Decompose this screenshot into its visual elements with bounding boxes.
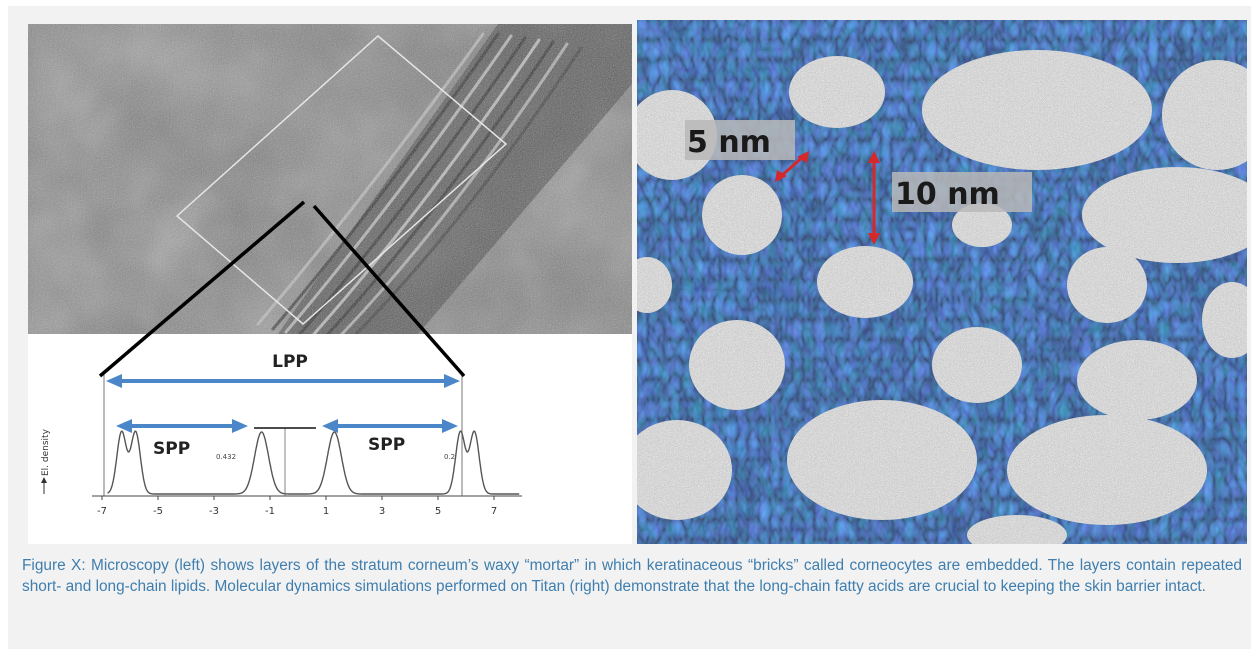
md-simulation-render: 5 nm 10 nm: [637, 20, 1247, 544]
electron-micrograph: [28, 24, 632, 334]
spp-left-dimension-arrow: [116, 419, 248, 433]
label-10nm: 10 nm: [895, 177, 1000, 212]
x-tick-label: 1: [323, 506, 329, 517]
x-tick-label: 5: [435, 506, 441, 517]
x-tick-label: -1: [265, 506, 275, 517]
x-tick-group: -7 -5 -3 -1 1 3 5 7: [97, 496, 497, 517]
y-axis-label: El. density: [41, 428, 51, 476]
peak-label-right: 0.2: [444, 453, 455, 461]
lpp-label: LPP: [272, 352, 308, 372]
spp-right-label: SPP: [368, 435, 405, 455]
peak-label-left: 0.432: [216, 453, 236, 461]
density-profile-plot: -7 -5 -3 -1 1 3 5 7 LPP SPP SPP 0.432: [41, 352, 522, 517]
dimension-arrow-5nm: [775, 151, 809, 182]
spp-left-label: SPP: [153, 439, 190, 459]
label-5nm: 5 nm: [687, 125, 771, 160]
spp-right-dimension-arrow: [322, 419, 458, 433]
x-tick-label: -5: [153, 506, 163, 517]
figure-caption: Figure X: Microscopy (left) shows layers…: [22, 557, 1242, 595]
x-tick-label: 7: [491, 506, 497, 517]
corneocyte-bricks: [637, 50, 1247, 544]
density-curve: [107, 430, 520, 495]
md-simulation-image: 5 nm 10 nm: [637, 20, 1247, 544]
lpp-dimension-arrow: [106, 374, 460, 388]
x-tick-label: -7: [97, 506, 107, 517]
micrograph-image: [28, 24, 632, 334]
electron-density-profile: -7 -5 -3 -1 1 3 5 7 LPP SPP SPP 0.432: [28, 334, 632, 544]
x-tick-label: 3: [379, 506, 385, 517]
dimension-arrow-10nm: [868, 151, 880, 245]
x-tick-label: -3: [209, 506, 219, 517]
